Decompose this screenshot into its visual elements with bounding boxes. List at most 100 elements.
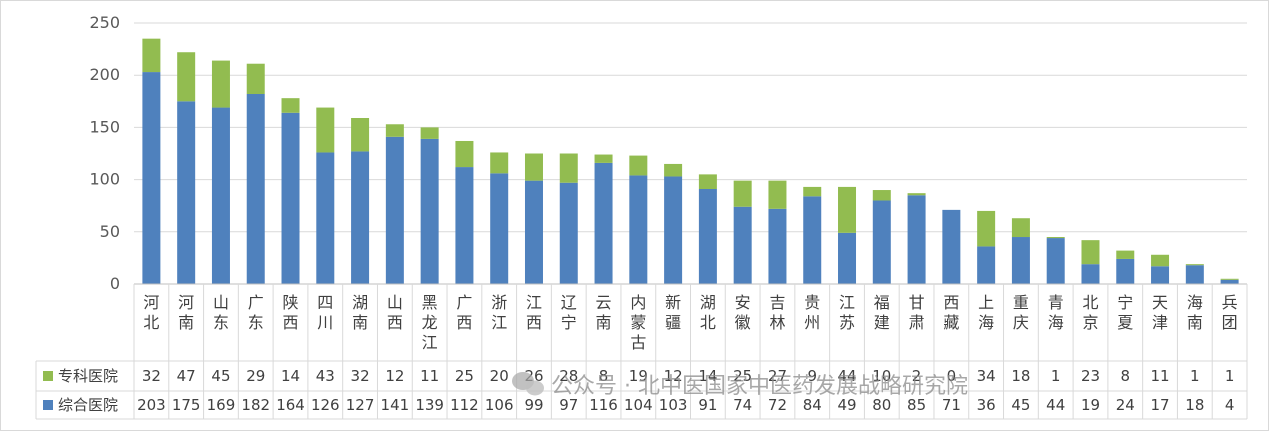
bar-specialty xyxy=(1011,218,1030,238)
bar-general xyxy=(1011,237,1030,284)
category-label-char: 黑 xyxy=(422,293,438,312)
data-table-cell: 141 xyxy=(381,396,410,414)
data-table-cell: 28 xyxy=(559,367,578,385)
y-tick-label: 50 xyxy=(100,222,120,241)
category-label-char: 南 xyxy=(178,313,194,332)
category-label-char: 肃 xyxy=(909,313,925,332)
data-table-cell: 0 xyxy=(947,367,957,385)
category-label-char: 藏 xyxy=(943,313,959,332)
bar-specialty xyxy=(1185,264,1204,266)
bar-general xyxy=(733,206,752,284)
data-table-cell: 19 xyxy=(629,367,648,385)
bar-general xyxy=(1185,265,1204,284)
category-label-char: 江 xyxy=(422,333,438,352)
bar-general xyxy=(1116,258,1135,284)
category-label-char: 天 xyxy=(1152,293,1168,312)
legend-label: 专科医院 xyxy=(58,367,118,385)
data-table-cell: 14 xyxy=(281,367,300,385)
bar-specialty xyxy=(733,180,752,207)
legend-label: 综合医院 xyxy=(58,396,118,414)
data-table-cell: 49 xyxy=(837,396,856,414)
data-table-cell: 23 xyxy=(1081,367,1100,385)
bar-specialty xyxy=(768,180,787,209)
category-label-char: 陕 xyxy=(283,293,299,312)
data-table-cell: 14 xyxy=(698,367,717,385)
bar-specialty xyxy=(664,163,683,177)
data-table-cell: 47 xyxy=(177,367,196,385)
bar-specialty xyxy=(1081,240,1100,265)
bar-general xyxy=(629,175,648,284)
bar-general xyxy=(142,72,161,285)
bar-general xyxy=(281,112,300,284)
category-label-char: 江 xyxy=(839,293,855,312)
data-table-cell: 175 xyxy=(172,396,201,414)
category-label-char: 南 xyxy=(352,313,368,332)
y-tick-label: 100 xyxy=(89,170,120,189)
data-table-cell: 1 xyxy=(1225,367,1235,385)
category-label-char: 苏 xyxy=(839,313,855,332)
data-table-cell: 112 xyxy=(450,396,479,414)
bar-specialty xyxy=(351,118,370,152)
bar-specialty xyxy=(142,38,161,73)
category-label-char: 北 xyxy=(700,313,716,332)
bar-general xyxy=(1046,238,1065,284)
category-label-char: 山 xyxy=(213,293,229,312)
data-table-cell: 12 xyxy=(664,367,683,385)
data-table-cell: 17 xyxy=(1151,396,1170,414)
category-label-char: 团 xyxy=(1222,313,1238,332)
data-table-cell: 203 xyxy=(137,396,166,414)
data-table-cell: 20 xyxy=(490,367,509,385)
data-table-cell: 80 xyxy=(872,396,891,414)
bar-specialty xyxy=(907,193,926,196)
category-label-char: 东 xyxy=(248,313,264,332)
bar-specialty xyxy=(803,186,822,197)
data-table-cell: 106 xyxy=(485,396,514,414)
data-table-cell: 103 xyxy=(659,396,688,414)
bar-specialty xyxy=(177,52,196,102)
bar-general xyxy=(316,152,335,284)
category-label-char: 疆 xyxy=(665,313,681,332)
data-table-cell: 169 xyxy=(207,396,236,414)
data-table-cell: 8 xyxy=(1120,367,1130,385)
y-tick-label: 200 xyxy=(89,65,120,84)
data-table-cell: 11 xyxy=(420,367,439,385)
bar-specialty xyxy=(524,153,543,181)
bar-general xyxy=(768,208,787,284)
category-label-char: 贵 xyxy=(804,293,820,312)
bar-specialty xyxy=(211,60,230,108)
category-label-char: 江 xyxy=(491,313,507,332)
data-table-cell: 24 xyxy=(1116,396,1135,414)
category-label-char: 北 xyxy=(1082,293,1098,312)
data-table-cell: 8 xyxy=(599,367,609,385)
bar-general xyxy=(872,200,891,284)
category-label-char: 江 xyxy=(526,293,542,312)
bar-general xyxy=(559,182,578,284)
data-table-cell: 29 xyxy=(246,367,265,385)
category-label-char: 西 xyxy=(943,293,959,312)
category-label-char: 上 xyxy=(978,293,994,312)
bar-specialty xyxy=(246,63,265,94)
category-label-char: 海 xyxy=(978,313,994,332)
bar-general xyxy=(246,93,265,284)
bar-general xyxy=(420,138,439,284)
category-label-char: 福 xyxy=(874,293,890,312)
data-table-cell: 2 xyxy=(912,367,922,385)
bar-general xyxy=(838,232,857,284)
bar-specialty xyxy=(629,155,648,176)
data-table-cell: 11 xyxy=(1151,367,1170,385)
bar-specialty xyxy=(455,140,474,168)
bar-general xyxy=(455,167,474,284)
category-label-char: 林 xyxy=(769,313,785,332)
data-table-cell: 18 xyxy=(1185,396,1204,414)
category-label-char: 吉 xyxy=(769,293,785,312)
data-table-cell: 44 xyxy=(1046,396,1065,414)
y-tick-label: 0 xyxy=(110,274,120,293)
data-table-cell: 10 xyxy=(872,367,891,385)
category-label-char: 东 xyxy=(213,313,229,332)
legend-swatch xyxy=(43,371,53,381)
bar-general xyxy=(1220,279,1239,284)
bar-specialty xyxy=(559,153,578,183)
category-label-char: 西 xyxy=(387,313,403,332)
y-tick-label: 150 xyxy=(89,117,120,136)
